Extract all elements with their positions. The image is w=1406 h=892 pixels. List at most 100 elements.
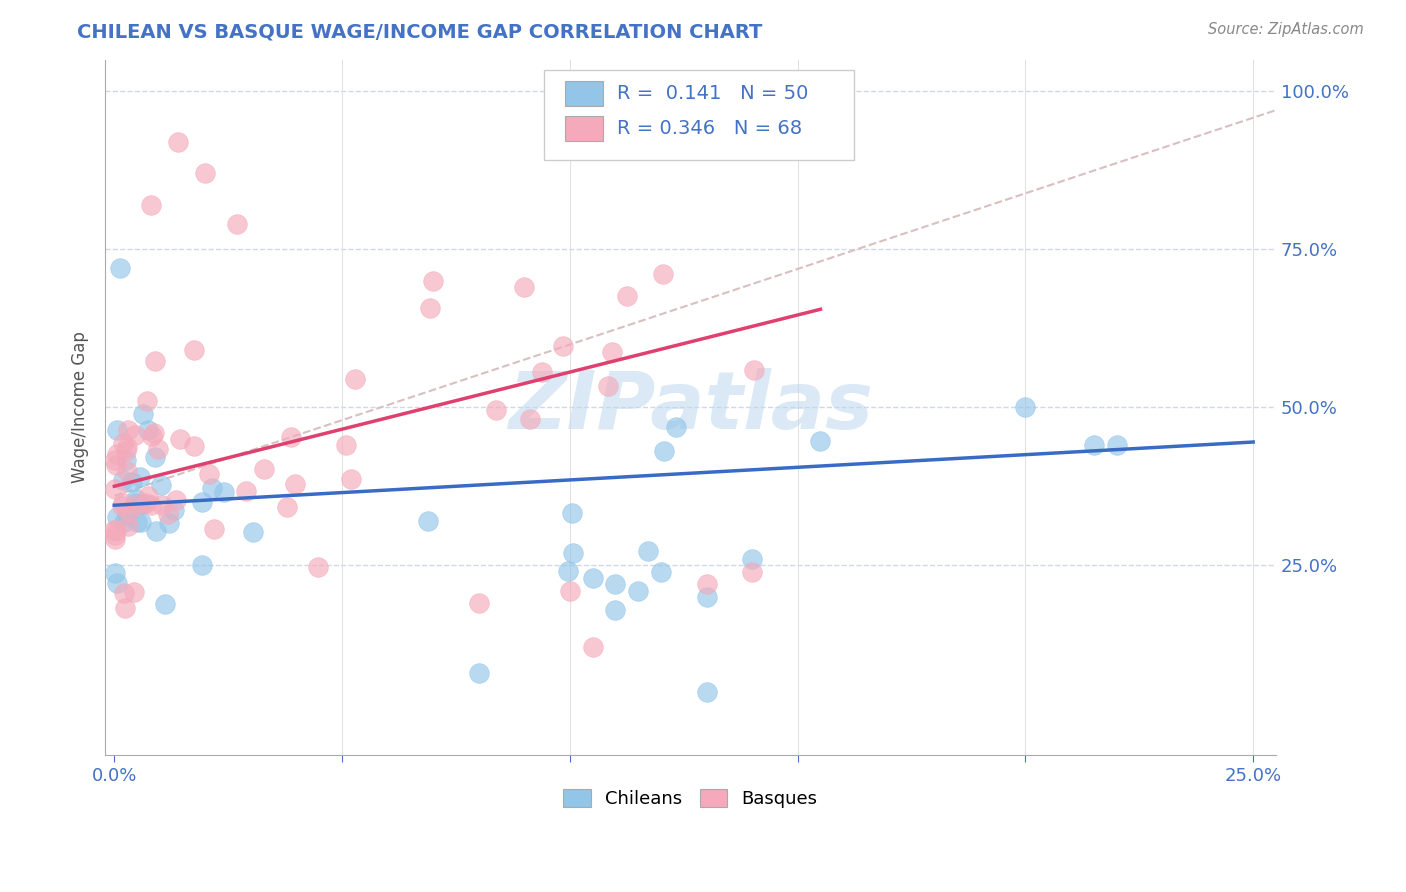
Point <box>418 514 440 528</box>
Point <box>253 461 276 475</box>
Point <box>340 472 363 486</box>
Point <box>104 453 127 467</box>
Text: ZIPatlas: ZIPatlas <box>508 368 873 446</box>
Point <box>138 489 160 503</box>
Point <box>1105 438 1128 452</box>
Point <box>141 428 163 442</box>
Point <box>558 583 581 598</box>
Bar <box>565 81 603 106</box>
FancyBboxPatch shape <box>544 70 855 161</box>
Point <box>308 560 330 574</box>
Point <box>284 476 307 491</box>
Point <box>132 407 155 421</box>
Point <box>139 498 162 512</box>
Point <box>202 522 225 536</box>
Point <box>115 464 138 478</box>
Point <box>115 508 138 523</box>
Point <box>169 432 191 446</box>
Point <box>121 475 143 489</box>
Point <box>598 379 620 393</box>
Point <box>600 344 623 359</box>
Point <box>156 507 179 521</box>
Point <box>212 485 235 500</box>
Point <box>741 552 763 566</box>
Point <box>127 516 149 530</box>
Point <box>153 597 176 611</box>
Point <box>111 499 134 513</box>
Point <box>115 440 138 454</box>
Point <box>616 289 638 303</box>
Point <box>167 135 190 149</box>
Point <box>513 280 536 294</box>
Point <box>104 532 127 546</box>
Point <box>143 354 166 368</box>
Bar <box>565 116 603 141</box>
Point <box>665 419 688 434</box>
Point <box>468 665 491 680</box>
Point <box>125 498 148 512</box>
Point <box>105 575 128 590</box>
Text: R =  0.141   N = 50: R = 0.141 N = 50 <box>617 84 808 103</box>
Point <box>105 458 128 473</box>
Legend: Chileans, Basques: Chileans, Basques <box>557 781 825 815</box>
Point <box>422 274 444 288</box>
Point <box>652 444 675 458</box>
Point <box>183 343 205 357</box>
Point <box>128 497 150 511</box>
Point <box>226 217 249 231</box>
Point <box>557 565 579 579</box>
Point <box>344 372 367 386</box>
Point <box>105 509 128 524</box>
Point <box>114 452 136 467</box>
Point <box>468 596 491 610</box>
Point <box>145 524 167 538</box>
Point <box>276 500 298 514</box>
Point <box>139 198 162 212</box>
Point <box>118 505 141 519</box>
Point <box>112 473 135 487</box>
Point <box>112 586 135 600</box>
Point <box>150 498 173 512</box>
Point <box>122 585 145 599</box>
Point <box>582 640 605 655</box>
Point <box>191 558 214 572</box>
Point <box>582 571 605 585</box>
Point <box>605 577 627 591</box>
Point <box>235 483 257 498</box>
Point <box>419 301 441 315</box>
Point <box>519 412 541 426</box>
Point <box>696 684 718 698</box>
Point <box>104 528 127 542</box>
Point <box>280 430 302 444</box>
Point <box>194 166 217 180</box>
Point <box>114 444 136 458</box>
Point <box>131 497 153 511</box>
Point <box>637 544 659 558</box>
Point <box>605 602 627 616</box>
Point <box>163 502 186 516</box>
Point <box>135 496 157 510</box>
Point <box>146 442 169 456</box>
Point <box>201 481 224 495</box>
Point <box>104 482 127 496</box>
Point <box>105 447 128 461</box>
Point <box>627 583 650 598</box>
Point <box>114 601 136 615</box>
Point <box>124 427 146 442</box>
Point <box>103 523 125 537</box>
Point <box>136 394 159 409</box>
Point <box>108 261 131 276</box>
Point <box>117 423 139 437</box>
Point <box>742 363 765 377</box>
Point <box>112 435 135 450</box>
Point <box>485 403 508 417</box>
Point <box>125 491 148 506</box>
Point <box>198 467 221 482</box>
Point <box>150 477 173 491</box>
Point <box>651 267 673 281</box>
Y-axis label: Wage/Income Gap: Wage/Income Gap <box>72 331 89 483</box>
Point <box>117 519 139 533</box>
Text: CHILEAN VS BASQUE WAGE/INCOME GAP CORRELATION CHART: CHILEAN VS BASQUE WAGE/INCOME GAP CORREL… <box>77 22 762 41</box>
Text: R = 0.346   N = 68: R = 0.346 N = 68 <box>617 119 801 138</box>
Point <box>190 495 212 509</box>
